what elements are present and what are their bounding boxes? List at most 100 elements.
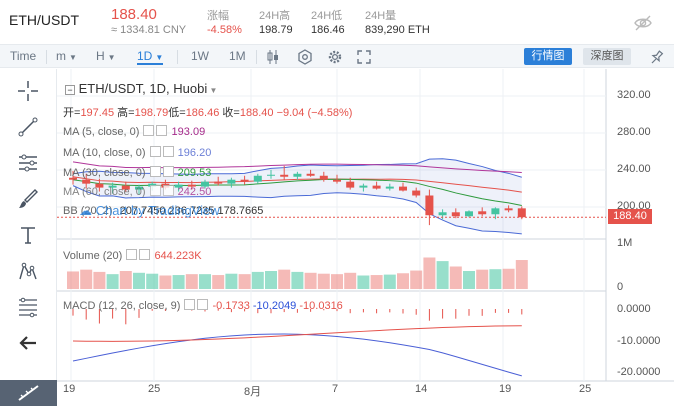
volume-bar	[410, 270, 423, 289]
interval-hour[interactable]: H ▼	[96, 48, 116, 65]
bb-legend[interactable]: BB (20, 2) 207.7450 236.7235 178.7665	[63, 205, 263, 217]
bollinger-band-fill	[73, 158, 522, 234]
close-icon[interactable]	[156, 125, 168, 136]
change-label: 涨幅	[207, 10, 229, 22]
fibonacci-icon[interactable]	[16, 295, 40, 319]
volume-legend[interactable]: Volume (20) 644.223K	[63, 249, 202, 262]
candle-body	[399, 186, 407, 191]
watermark-text: Chart by TradingView	[95, 203, 220, 218]
x-tick: 25	[148, 383, 161, 395]
ma10-value: 196.20	[177, 147, 212, 159]
candle-body	[240, 179, 249, 182]
x-tick: 14	[415, 383, 428, 395]
trendline-icon[interactable]	[16, 115, 40, 139]
macd-legend[interactable]: MACD (12, 26, close, 9) -0.1733 -10.2049…	[63, 299, 343, 312]
cny-price: ≈ 1334.81 CNY	[111, 24, 187, 36]
crosshair-icon[interactable]	[16, 79, 40, 103]
volume-bar	[370, 275, 383, 289]
x-tick: 19	[63, 383, 76, 395]
candle-body	[465, 211, 473, 217]
settings-icon[interactable]	[149, 146, 161, 157]
volume-bar	[489, 269, 502, 289]
settings-icon[interactable]	[184, 299, 196, 310]
low-label: 24H低	[311, 10, 343, 22]
fullscreen-icon[interactable]	[355, 48, 373, 66]
high-label: 高=	[117, 107, 135, 119]
candle-body	[174, 184, 183, 188]
high-label: 24H高	[259, 10, 291, 22]
tab-market-chart[interactable]: 行情图	[524, 48, 572, 65]
horizontal-line-icon[interactable]	[16, 151, 40, 175]
chart-title: ETH/USDT, 1D, Huobi	[78, 81, 208, 96]
ma10-label: MA (10, close, 0)	[63, 147, 146, 159]
volume-bar	[331, 274, 343, 289]
settings-icon[interactable]	[149, 166, 161, 177]
settings-icon[interactable]	[126, 249, 138, 260]
close-icon[interactable]	[162, 185, 174, 196]
interval-day[interactable]: 1D ▼	[137, 48, 164, 65]
candle-body	[359, 185, 368, 188]
volume-bar	[225, 273, 238, 289]
candle-body	[253, 175, 262, 182]
minus-icon[interactable]: −	[65, 85, 75, 95]
volume-value: 644.223K	[154, 250, 202, 262]
low-value: 186.46	[311, 24, 345, 36]
pattern-icon[interactable]	[16, 259, 40, 283]
chart-symbol-title[interactable]: − ETH/USDT, 1D, Huobi ▼	[65, 81, 217, 96]
candle-body	[306, 173, 315, 176]
pin-icon[interactable]	[648, 48, 666, 66]
interval-minute[interactable]: m ▼	[56, 48, 77, 65]
candle-body	[333, 179, 341, 182]
ma5-legend[interactable]: MA (5, close, 0) 193.09	[63, 125, 205, 138]
pair-name[interactable]: ETH/USDT	[9, 12, 79, 28]
text-icon[interactable]	[16, 223, 40, 247]
candlestick-icon[interactable]	[264, 48, 282, 66]
indicator-icon[interactable]	[296, 48, 314, 66]
gear-icon[interactable]	[326, 48, 344, 66]
candle-body	[82, 179, 91, 184]
close-icon[interactable]	[162, 146, 174, 157]
candle-body	[95, 183, 104, 188]
eye-off-icon[interactable]	[632, 12, 654, 34]
candle-body	[293, 173, 302, 177]
chevron-down-icon: ▼	[107, 53, 116, 62]
candle-body	[425, 195, 434, 216]
price-tick: 280.00	[617, 126, 651, 138]
ma30-label: MA (30, close, 0)	[63, 167, 146, 179]
ma60-legend[interactable]: MA (60, close, 0) 242.50	[63, 185, 211, 198]
close-icon[interactable]	[197, 299, 209, 310]
volume-bar	[476, 269, 489, 289]
macd-tick: -20.0000	[617, 366, 661, 378]
chart-toolbar: Time m ▼ H ▼ 1D ▼ 1W 1M 行情图 深度图	[0, 44, 674, 68]
interval-month[interactable]: 1M	[229, 49, 246, 63]
tradingview-watermark[interactable]: ☁ Chart by TradingView	[79, 203, 220, 219]
chevron-down-icon[interactable]: ▼	[207, 86, 218, 95]
interval-week[interactable]: 1W	[191, 49, 209, 63]
volume-bar	[317, 273, 330, 289]
interval-hour-label: H	[96, 49, 105, 63]
volume-bar	[67, 271, 79, 289]
ma60-line	[72, 161, 522, 174]
ma30-legend[interactable]: MA (30, close, 0) 209.53	[63, 166, 211, 179]
candle-body	[319, 175, 328, 180]
back-arrow-icon[interactable]	[16, 331, 40, 355]
ruler-icon[interactable]	[0, 380, 57, 406]
tab-depth-chart[interactable]: 深度图	[583, 48, 631, 65]
toolbar-divider	[256, 50, 257, 64]
candle-body	[108, 185, 117, 188]
chart-canvas[interactable]	[57, 69, 674, 406]
close-icon[interactable]	[162, 166, 174, 177]
settings-icon[interactable]	[143, 125, 155, 136]
settings-icon[interactable]	[149, 185, 161, 196]
interval-time[interactable]: Time	[10, 49, 37, 63]
brush-icon[interactable]	[16, 187, 40, 211]
low-value: 186.46	[185, 107, 220, 119]
volume-bar	[119, 271, 132, 289]
price-chart[interactable]: − ETH/USDT, 1D, Huobi ▼ 开=197.45 高=198.7…	[57, 69, 674, 406]
open-value: 197.45	[80, 107, 115, 119]
volume-value: 839,290 ETH	[365, 24, 430, 36]
low-label: 低=	[168, 107, 186, 119]
candle-body	[372, 185, 381, 189]
ma10-legend[interactable]: MA (10, close, 0) 196.20	[63, 146, 211, 159]
close-icon[interactable]	[139, 249, 151, 260]
